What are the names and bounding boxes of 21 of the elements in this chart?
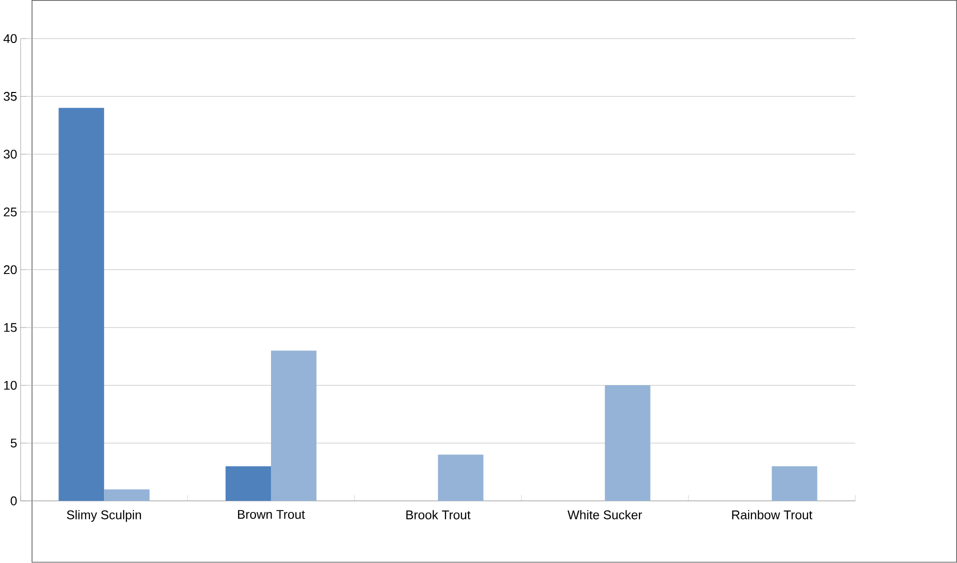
y-tick-label: 40: [4, 34, 17, 44]
y-tick-label: 35: [4, 92, 17, 101]
bar: [104, 489, 150, 502]
y-tick-label: 10: [4, 381, 17, 390]
y-tick-label: 5: [10, 438, 17, 448]
y-tick-label: 25: [4, 208, 17, 217]
x-tick-label: Brown Trout: [238, 510, 305, 520]
y-tick-label: 0: [10, 496, 17, 506]
bar: [58, 108, 104, 502]
x-tick-label: Brook Trout: [406, 510, 470, 520]
bar: [226, 466, 272, 502]
x-tick-label: White Sucker: [568, 510, 642, 520]
y-tick-label: 15: [4, 323, 17, 332]
bar: [271, 350, 316, 502]
x-tick-label: Slimy Sculpin: [66, 510, 141, 522]
bar: [772, 466, 818, 502]
bar: [438, 454, 484, 502]
bar: [604, 385, 650, 502]
y-tick-label: 30: [4, 150, 17, 159]
x-tick-label: Rainbow Trout: [732, 510, 812, 520]
y-tick-label: 20: [4, 265, 17, 274]
